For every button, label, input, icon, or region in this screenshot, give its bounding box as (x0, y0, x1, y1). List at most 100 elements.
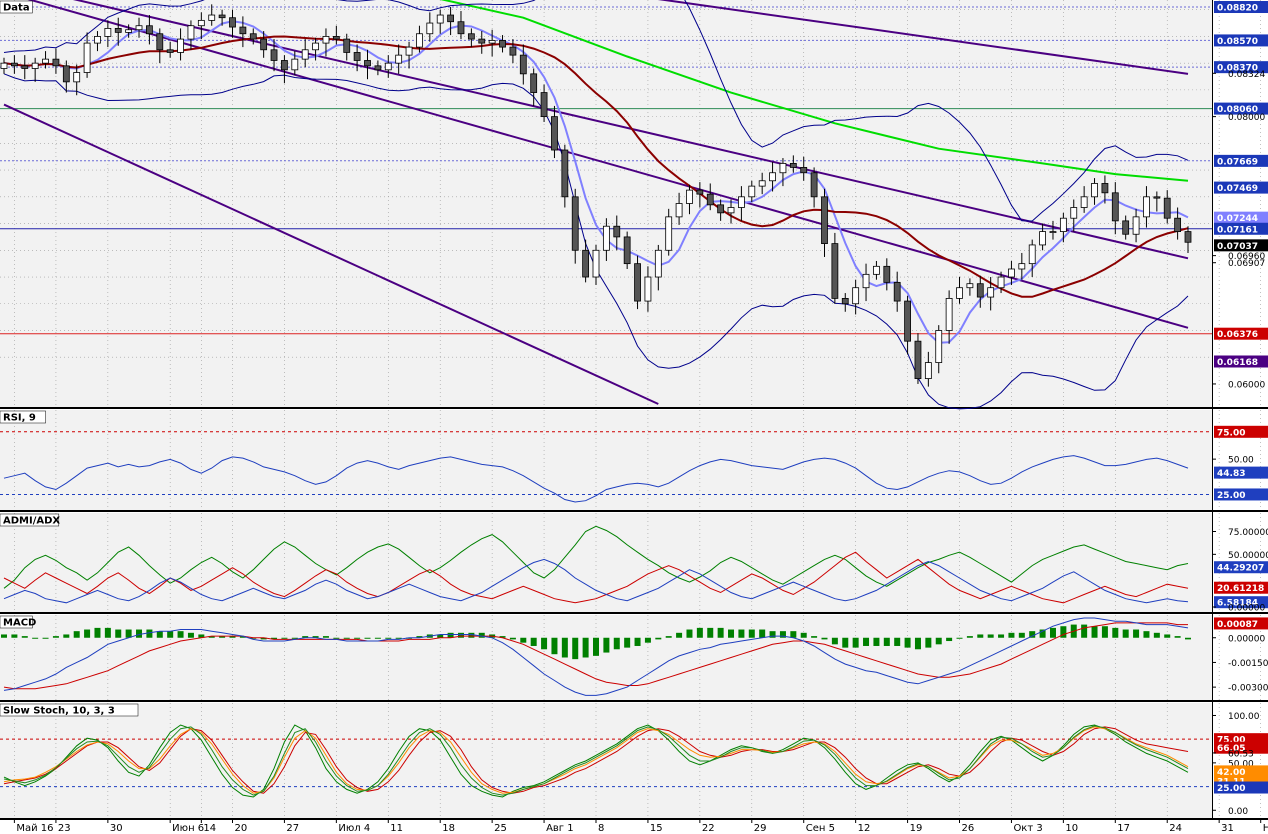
bear-candle (613, 225, 621, 238)
macd-histogram-bar (946, 637, 953, 642)
macd-histogram-bar (551, 637, 558, 655)
macd-histogram-bar (1091, 626, 1098, 638)
macd-histogram-bar (883, 637, 890, 646)
macd-histogram-bar (738, 629, 745, 638)
macd-histogram-bar (572, 637, 579, 660)
macd-scale-label: -0.00150 (1228, 659, 1268, 669)
macd-histogram-bar (447, 632, 454, 638)
macd-histogram-bar (603, 637, 610, 653)
bull-candle (935, 330, 943, 363)
price-scale-label: 0.08000 (1228, 113, 1265, 123)
macd-histogram-bar (1018, 632, 1025, 638)
rsi-scale-label: 50.00 (1228, 456, 1254, 466)
bull-candle (384, 62, 392, 71)
bear-candle (1111, 192, 1119, 222)
stoch-scale-label: 50.00 (1228, 759, 1254, 769)
pane-title-box (0, 0, 33, 14)
bear-candle (62, 65, 70, 83)
macd-current-label-bg (1214, 617, 1268, 630)
macd-histogram-bar (468, 632, 475, 638)
macd-histogram-bar (904, 637, 911, 648)
time-axis-label: 17 (1117, 823, 1130, 834)
time-axis-background (0, 820, 1268, 834)
bull-candle (426, 22, 434, 35)
bear-candle (841, 298, 849, 305)
price-scale-label: 0.06168 (1217, 358, 1258, 368)
macd-histogram-bar (613, 637, 620, 650)
macd-histogram-bar (94, 627, 101, 638)
bull-candle (779, 162, 787, 174)
macd-histogram-bar (1, 634, 7, 638)
macd-histogram-bar (73, 631, 80, 638)
price-scale-label: 0.08060 (1217, 105, 1258, 115)
adx-current-label: 20.61218 (1217, 584, 1264, 594)
macd-histogram-bar (32, 637, 39, 639)
bear-candle (146, 25, 153, 35)
bull-candle (1091, 183, 1098, 198)
bear-candle (114, 27, 122, 33)
macd-histogram-bar (530, 637, 537, 646)
bull-candle (602, 225, 610, 251)
macd-histogram-bar (717, 627, 724, 638)
macd-histogram-bar (541, 637, 548, 650)
bear-candle (696, 189, 704, 195)
time-axis-label: 15 (650, 823, 663, 834)
bear-candle (831, 243, 839, 299)
macd-histogram-bar (1133, 629, 1140, 638)
macd-histogram-bar (416, 636, 423, 638)
price-scale-label: 0.06907 (1228, 259, 1265, 269)
time-axis-label: 25 (494, 823, 507, 834)
bear-candle (883, 265, 891, 283)
price-scale-label-bg (1214, 239, 1268, 252)
bull-candle (1070, 207, 1078, 219)
macd-histogram-bar (1112, 627, 1119, 638)
time-axis-label: 11 (390, 823, 403, 834)
bull-candle (135, 25, 143, 31)
pane-3: 75.00000 50.00000 44.29207 20.61218 6.581840… (0, 513, 1268, 614)
bear-candle (509, 46, 517, 56)
bull-candle (312, 42, 319, 51)
bull-candle (187, 25, 195, 40)
bear-candle (260, 38, 268, 51)
bull-candle (31, 62, 39, 69)
bull-candle (1018, 263, 1026, 270)
time-axis-label: 22 (702, 823, 715, 834)
adx-scale-label: 0.00000 (1228, 604, 1265, 614)
macd-histogram-bar (520, 637, 527, 643)
bull-candle (686, 189, 693, 204)
macd-histogram-bar (987, 634, 994, 638)
bear-candle (530, 73, 538, 93)
macd-main-line (3, 617, 1189, 696)
bull-candle (987, 287, 995, 298)
macd-histogram-bar (312, 636, 319, 638)
macd-histogram-bar (136, 629, 143, 638)
macd-histogram-bar (1081, 624, 1088, 638)
macd-histogram-bar (977, 634, 984, 638)
bear-candle (914, 340, 922, 380)
macd-histogram-bar (52, 636, 59, 638)
pane-2: 75.00 50.00 44.83 25.00 RSI, 9 (0, 410, 1268, 512)
bear-candle (623, 236, 631, 265)
stoch-scale-label: 42.00 (1217, 768, 1245, 778)
macd-scale-label: 0.00000 (1228, 634, 1265, 644)
bull-candle (73, 72, 81, 83)
bear-candle (904, 300, 911, 342)
macd-histogram-bar (935, 637, 942, 645)
macd-histogram-bar (1049, 627, 1056, 638)
price-scale-label: 0.08820 (1217, 4, 1258, 14)
price-scale-label-bg (1214, 34, 1268, 47)
bull-candle (291, 58, 299, 71)
price-scale-label-bg (1214, 102, 1268, 115)
bull-candle (1049, 231, 1057, 233)
slow-ma-line (440, 0, 1189, 182)
macd-histogram-bar (1122, 629, 1129, 638)
macd-histogram-bar (748, 629, 755, 638)
bear-candle (343, 38, 351, 53)
bull-candle (301, 49, 309, 60)
macd-histogram-bar (644, 637, 651, 643)
bull-candle (1080, 196, 1088, 208)
stoch-series-line (3, 726, 1189, 794)
macd-histogram-bar (894, 637, 901, 646)
macd-histogram-bar (863, 637, 870, 646)
price-scale-label-bg (1214, 154, 1268, 167)
